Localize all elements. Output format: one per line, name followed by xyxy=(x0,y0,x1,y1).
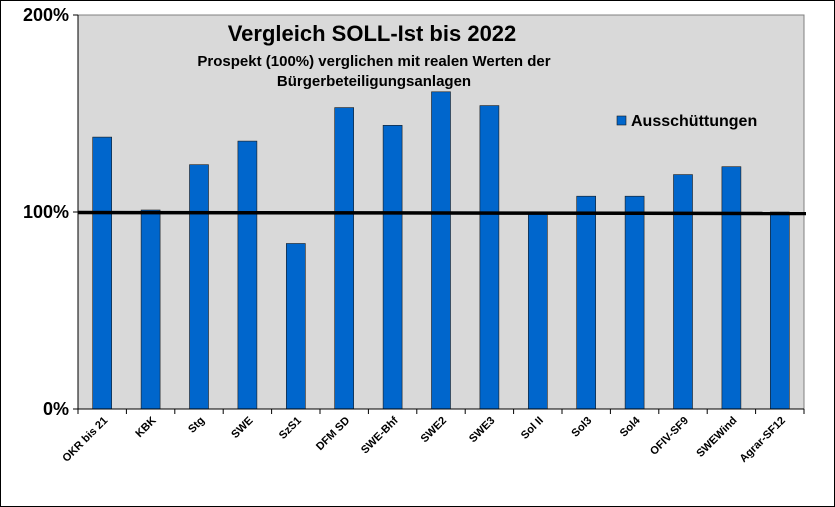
legend-label: Ausschüttungen xyxy=(631,113,757,130)
x-tick-label-3: SWE xyxy=(229,415,255,441)
y-tick-label-0: 0% xyxy=(43,399,69,419)
x-tick-label-11: Sol4 xyxy=(618,414,644,440)
bar-10 xyxy=(576,195,597,410)
x-tick-label-8: SWE3 xyxy=(467,415,498,446)
bar-1 xyxy=(140,209,161,410)
x-tick-label-6: SWE-Bhf xyxy=(359,414,401,456)
x-tick-label-1: KBK xyxy=(133,415,158,440)
bar-4 xyxy=(285,243,306,410)
chart-title: Vergleich SOLL-Ist bis 2022 xyxy=(228,21,517,46)
x-tick-label-10: Sol3 xyxy=(569,415,594,440)
bar-6 xyxy=(382,125,403,410)
x-ticks-group: OKR bis 21 KBK Stg SWE SzS1 DFM SD SWE-Bhf SWE2… xyxy=(60,409,805,465)
x-tick-label-13: SWEWind xyxy=(694,415,739,460)
bar-14 xyxy=(769,211,790,410)
y-tick-label-2: 200% xyxy=(23,5,69,25)
reference-line-100 xyxy=(77,210,807,216)
y-tick-label-1: 100% xyxy=(23,202,69,222)
legend: Ausschüttungen xyxy=(616,113,757,130)
bar-5 xyxy=(334,107,355,410)
legend-swatch xyxy=(616,115,627,126)
y-ticks-group: 0% 100% 200% xyxy=(23,5,78,419)
bar-8 xyxy=(479,105,500,410)
chart-subtitle-line-2: Bürgerbeteiligungsanlagen xyxy=(277,73,471,90)
bars-group xyxy=(92,91,790,410)
bar-7 xyxy=(431,91,451,410)
x-tick-label-7: SWE2 xyxy=(419,415,450,446)
bar-0 xyxy=(92,136,112,410)
x-tick-label-0: OKR bis 21 xyxy=(60,415,110,465)
bar-11 xyxy=(624,195,645,410)
chart-subtitle-line-1: Prospekt (100%) verglichen mit realen We… xyxy=(197,53,550,70)
x-tick-label-5: DFM SD xyxy=(314,415,352,453)
bar-13 xyxy=(721,166,742,410)
x-tick-label-12: OFIV-SF9 xyxy=(648,415,691,458)
bar-3 xyxy=(237,140,258,410)
x-tick-label-2: Stg xyxy=(186,415,207,436)
x-tick-label-4: SzS1 xyxy=(277,415,304,442)
bar-9 xyxy=(527,211,548,410)
x-tick-label-14: Agrar-SF12 xyxy=(738,415,788,465)
x-tick-label-9: Sol II xyxy=(519,415,546,442)
bar-12 xyxy=(673,174,693,410)
bar-2 xyxy=(189,164,209,410)
